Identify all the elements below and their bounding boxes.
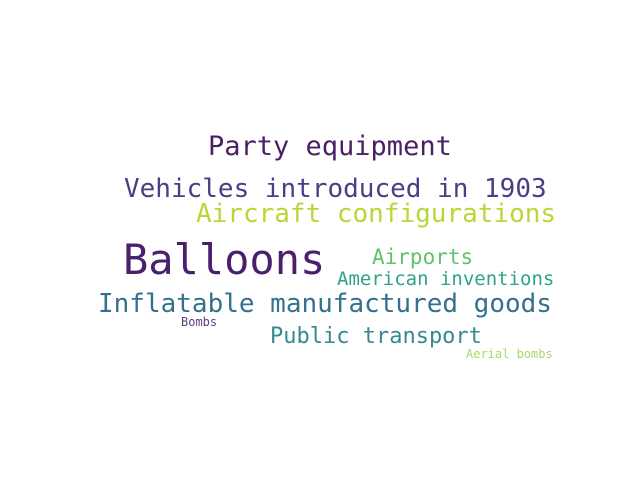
word-inflatable-manufactured-goods: Inflatable manufactured goods bbox=[98, 289, 552, 319]
word-bombs: Bombs bbox=[181, 315, 218, 329]
word-american-inventions: American inventions bbox=[337, 268, 555, 290]
word-aircraft-configurations: Aircraft configurations bbox=[196, 199, 557, 229]
word-balloons: Balloons bbox=[123, 235, 326, 284]
word-vehicles-introduced-in-1903: Vehicles introduced in 1903 bbox=[124, 174, 547, 204]
word-party-equipment: Party equipment bbox=[208, 131, 452, 162]
word-public-transport: Public transport bbox=[270, 324, 482, 349]
word-aerial-bombs: Aerial bombs bbox=[466, 347, 553, 361]
word-airports: Airports bbox=[372, 245, 474, 269]
